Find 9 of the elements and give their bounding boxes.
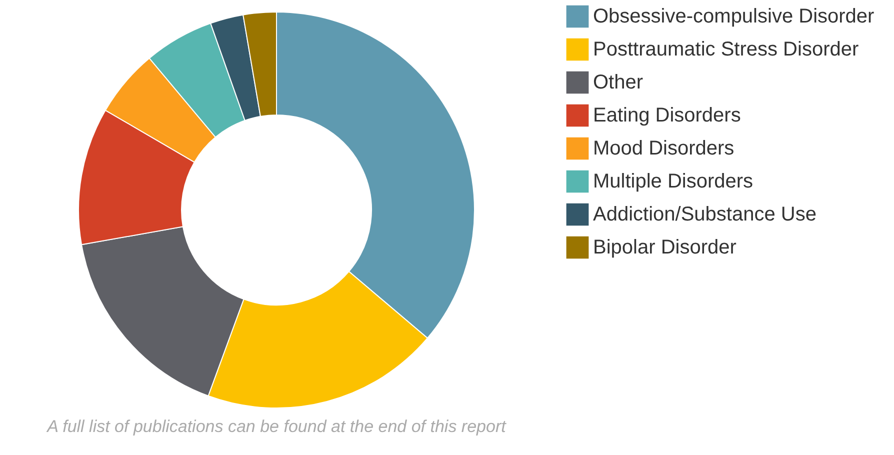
legend-label: Eating Disorders	[593, 104, 741, 126]
legend-label: Posttraumatic Stress Disorder	[593, 38, 859, 60]
legend-label: Mood Disorders	[593, 138, 734, 160]
legend-label: Bipolar Disorder	[593, 236, 737, 258]
legend-label: Multiple Disorders	[593, 170, 754, 192]
legend-label: Other	[593, 72, 644, 94]
legend-label: Addiction/Substance Use	[593, 204, 816, 226]
text: A full list of publications can be found at the end of this report	[46, 417, 508, 436]
legend-label: Obsessive-compulsive Disorder	[593, 6, 875, 28]
